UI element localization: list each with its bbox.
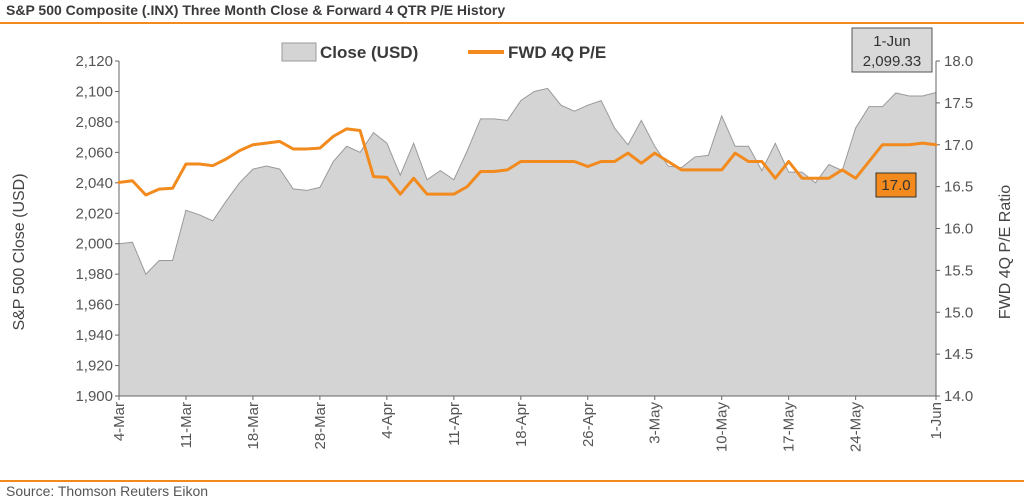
y-tick-label: 1,960 — [75, 297, 113, 314]
x-tick-label: 11-Mar — [178, 402, 195, 448]
x-tick-label: 3-May — [647, 402, 664, 444]
bottom-rule — [0, 480, 1024, 482]
x-tick-label: 11-Apr — [446, 402, 463, 446]
legend-close-label: Close (USD) — [320, 43, 418, 62]
close-callout: 1-Jun 2,099.33 — [851, 27, 933, 73]
chart-title: S&P 500 Composite (.INX) Three Month Clo… — [6, 2, 506, 18]
legend-pe-label: FWD 4Q P/E — [508, 43, 606, 62]
x-tick-label: 10-May — [714, 402, 731, 453]
source-note: Source: Thomson Reuters Eikon — [6, 483, 209, 499]
y2-tick-label: 16.5 — [944, 179, 973, 196]
y-tick-label: 2,020 — [75, 205, 113, 222]
x-tick-label: 17-May — [781, 402, 798, 453]
pe-line — [117, 127, 938, 197]
tick-labels: 1,900 1,920 1,940 1,960 1,980 2,000 2,020 2,040… — [75, 53, 973, 452]
close-callout-box — [851, 27, 933, 73]
y-axis-title: S&P 500 Close (USD) — [11, 173, 28, 330]
y-tick-label: 1,920 — [75, 358, 113, 375]
x-tick-label: 24-May — [848, 402, 865, 453]
chart-canvas: 1,900 1,920 1,940 1,960 1,980 2,000 2,020 2,040… — [11, 27, 1014, 452]
close-callout-date: 1-Jun — [873, 33, 911, 50]
y2-tick-label: 17.0 — [944, 137, 973, 154]
y-tick-label: 2,100 — [75, 83, 113, 100]
close-callout-value: 2,099.33 — [863, 53, 921, 70]
y-tick-label: 2,000 — [75, 236, 113, 253]
y2-tick-label: 14.5 — [944, 346, 973, 363]
x-tick-label: 28-Mar — [312, 402, 329, 450]
y2-axis-title: FWD 4Q P/E Ratio — [997, 185, 1014, 319]
y2-tick-label: 15.5 — [944, 262, 973, 279]
y-tick-label: 2,120 — [75, 53, 113, 70]
top-rule — [0, 22, 1024, 24]
x-tick-label: 1-Jun — [928, 402, 945, 440]
y-tick-label: 2,060 — [75, 144, 113, 161]
pe-callout: 17.0 — [875, 172, 917, 198]
y-tick-label: 1,900 — [75, 388, 113, 405]
y2-tick-label: 16.0 — [944, 221, 973, 238]
y2-tick-label: 15.0 — [944, 304, 973, 321]
y-tick-label: 2,040 — [75, 175, 113, 192]
y-tick-label: 2,080 — [75, 114, 113, 131]
pe-line-layer — [117, 127, 938, 197]
legend-close-swatch — [281, 42, 317, 62]
close-area — [118, 87, 937, 397]
x-tick-label: 4-Apr — [379, 402, 396, 439]
y2-tick-label: 18.0 — [944, 53, 973, 70]
y2-tick-label: 14.0 — [944, 388, 973, 405]
pe-callout-box — [875, 172, 917, 198]
x-tick-label: 4-Mar — [111, 402, 128, 441]
y-tick-label: 1,980 — [75, 266, 113, 283]
legend: Close (USD) FWD 4Q P/E — [281, 42, 606, 62]
x-tick-label: 18-Mar — [245, 402, 262, 450]
x-tick-label: 18-Apr — [513, 402, 530, 447]
x-tick-label: 26-Apr — [580, 402, 597, 447]
y-tick-label: 1,940 — [75, 327, 113, 344]
pe-callout-value: 17.0 — [881, 177, 910, 194]
close-area-layer — [118, 87, 937, 397]
y2-tick-label: 17.5 — [944, 95, 973, 112]
axes — [115, 60, 940, 400]
